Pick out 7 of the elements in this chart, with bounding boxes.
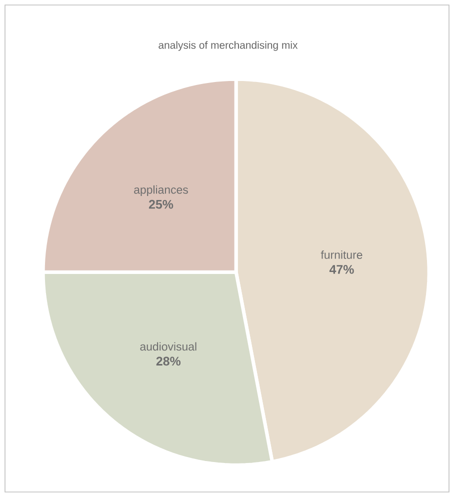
slice-label: audiovisual <box>140 342 196 351</box>
slice-label: furniture <box>320 250 362 259</box>
chart-title: analysis of merchandising mix <box>158 41 298 51</box>
data-label: 28% <box>156 356 181 366</box>
data-label: 47% <box>329 265 354 274</box>
data-label: 25% <box>148 200 174 209</box>
slice-label: appliances <box>134 185 188 196</box>
